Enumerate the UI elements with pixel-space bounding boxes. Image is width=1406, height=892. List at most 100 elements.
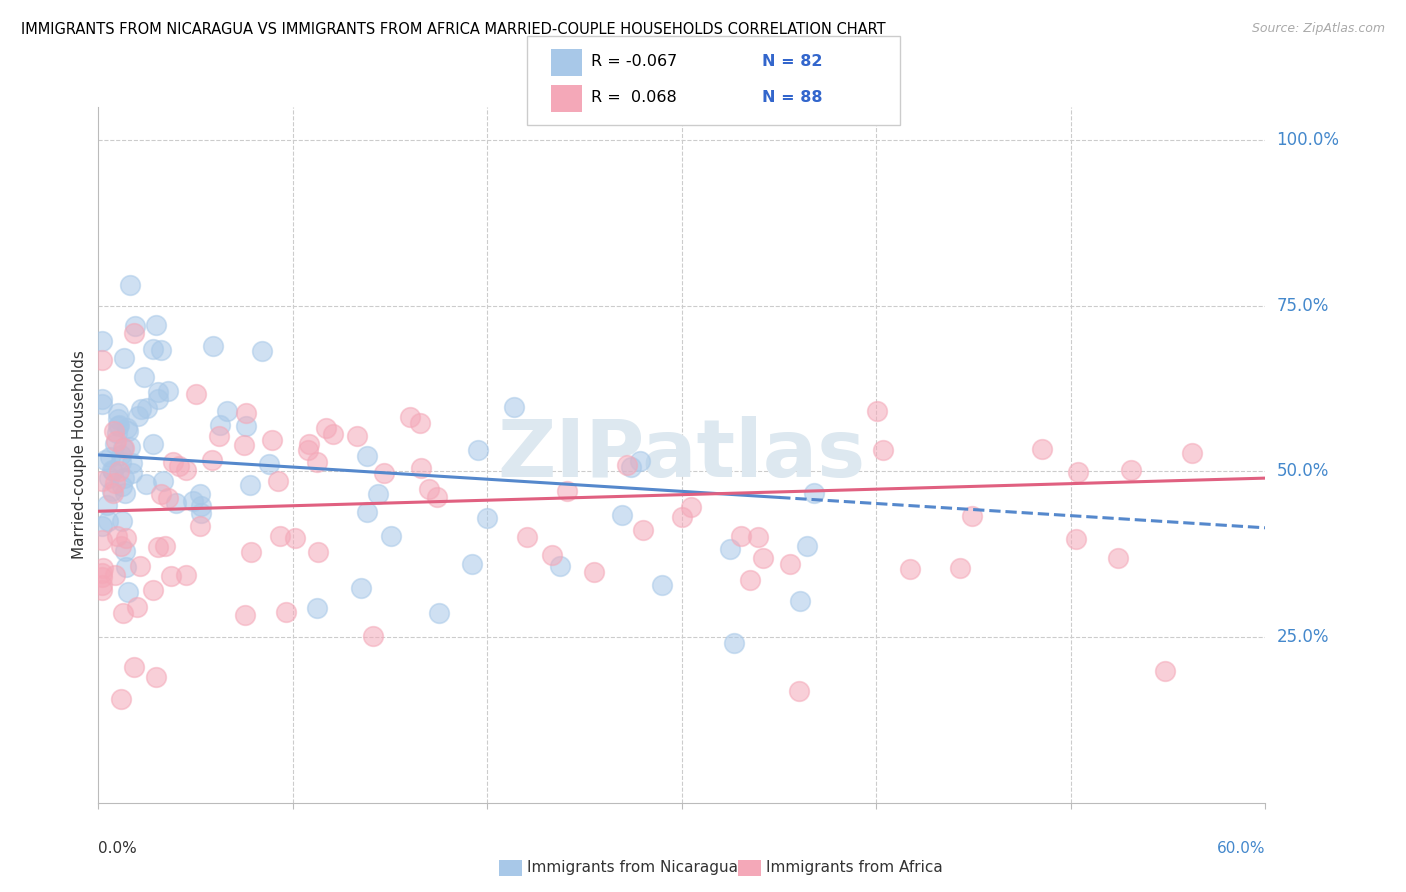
Point <box>427 606 450 620</box>
Point <box>97 515 120 529</box>
Point <box>361 629 384 643</box>
Point <box>315 421 337 435</box>
Text: 25.0%: 25.0% <box>1277 628 1329 646</box>
Point <box>91 397 114 411</box>
Point <box>105 529 128 543</box>
Point <box>91 578 114 592</box>
Point <box>633 524 655 538</box>
Point <box>91 353 114 368</box>
Point <box>803 486 825 500</box>
Text: R = -0.067: R = -0.067 <box>591 54 676 69</box>
Point <box>107 406 129 420</box>
Point <box>461 557 484 571</box>
Point <box>789 684 811 698</box>
Point <box>131 402 153 417</box>
Point <box>142 582 165 597</box>
Point <box>114 485 136 500</box>
Point <box>146 392 169 406</box>
Point <box>190 500 212 514</box>
Y-axis label: Married-couple Households: Married-couple Households <box>72 351 87 559</box>
Point <box>101 463 124 477</box>
Point <box>122 326 145 341</box>
Point <box>115 559 138 574</box>
Point <box>235 406 257 420</box>
Point <box>142 437 165 451</box>
Point <box>146 385 169 400</box>
Point <box>541 548 564 562</box>
Point <box>114 543 136 558</box>
Text: ZIPatlas: ZIPatlas <box>498 416 866 494</box>
Point <box>898 561 921 575</box>
Point <box>730 528 752 542</box>
Text: Immigrants from Africa: Immigrants from Africa <box>766 861 943 875</box>
Text: R =  0.068: R = 0.068 <box>591 90 676 104</box>
Point <box>751 551 773 566</box>
Text: 75.0%: 75.0% <box>1277 297 1329 315</box>
Point <box>477 511 499 525</box>
Point <box>101 486 124 500</box>
Point <box>796 539 818 553</box>
Point <box>121 466 143 480</box>
Point <box>91 533 114 548</box>
Point <box>233 607 256 622</box>
Point <box>651 578 673 592</box>
Point <box>125 599 148 614</box>
Point <box>127 409 149 423</box>
Point <box>135 477 157 491</box>
Point <box>516 530 538 544</box>
Point <box>350 582 373 596</box>
Point <box>122 660 145 674</box>
Point <box>134 370 156 384</box>
Point <box>502 401 524 415</box>
Point <box>308 545 330 559</box>
Point <box>467 443 489 458</box>
Point <box>112 606 135 620</box>
Point <box>259 458 281 472</box>
Point <box>120 277 142 292</box>
Point <box>250 343 273 358</box>
Point <box>269 529 291 543</box>
Point <box>610 508 633 523</box>
Point <box>107 412 129 426</box>
Point <box>866 404 889 418</box>
Point <box>101 483 124 498</box>
Text: N = 88: N = 88 <box>762 90 823 104</box>
Point <box>96 498 118 512</box>
Point <box>233 438 256 452</box>
Point <box>555 483 578 498</box>
Text: N = 82: N = 82 <box>762 54 823 69</box>
Point <box>114 531 136 545</box>
Point <box>117 425 139 439</box>
Point <box>111 479 134 493</box>
Point <box>156 491 179 506</box>
Point <box>93 452 115 467</box>
Point <box>181 493 204 508</box>
Point <box>723 636 745 650</box>
Point <box>616 458 638 473</box>
Point <box>129 559 152 574</box>
Point <box>107 419 129 434</box>
Point <box>145 670 167 684</box>
Point <box>91 474 114 488</box>
Point <box>91 582 114 597</box>
Point <box>120 440 142 454</box>
Point <box>152 474 174 488</box>
Point <box>188 519 211 533</box>
Point <box>157 384 180 398</box>
Point <box>398 409 420 424</box>
Point <box>284 531 307 545</box>
Point <box>101 464 124 478</box>
Point <box>1067 465 1090 479</box>
Point <box>373 466 395 480</box>
Text: 50.0%: 50.0% <box>1277 462 1329 481</box>
Point <box>215 404 238 418</box>
Point <box>426 490 449 504</box>
Text: 0.0%: 0.0% <box>98 841 138 856</box>
Point <box>91 560 114 574</box>
Point <box>160 568 183 582</box>
Point <box>418 482 440 496</box>
Point <box>148 540 170 554</box>
Point <box>104 476 127 491</box>
Point <box>108 417 131 432</box>
Point <box>962 508 984 523</box>
